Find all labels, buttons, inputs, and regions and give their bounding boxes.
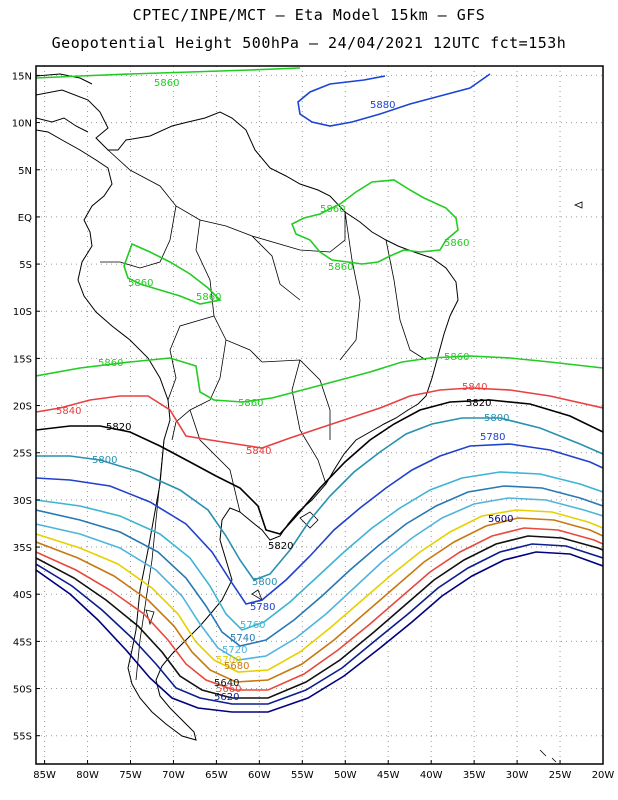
lon-tick-label: 75W: [119, 770, 142, 781]
contour-5620: [36, 543, 603, 705]
south-america-coastline: [36, 89, 459, 741]
contour-label: 5700: [216, 655, 241, 666]
contour-label: 5800: [252, 577, 277, 588]
lat-tick-label: 25S: [13, 449, 32, 460]
lon-tick-label: 30W: [506, 770, 529, 781]
contour-5780: [36, 443, 603, 605]
contour-5800: [36, 417, 603, 581]
contour-label: 5820: [268, 541, 293, 552]
lon-tick-label: 85W: [33, 770, 56, 781]
contour-layer: [36, 67, 603, 713]
contour-label: 5840: [462, 382, 487, 393]
contour-label: 5760: [240, 620, 265, 631]
contour-5840: [36, 387, 603, 449]
lon-tick-label: 50W: [334, 770, 357, 781]
contour-label: 5840: [56, 406, 81, 417]
contour-label: 5860: [444, 238, 469, 249]
contour-label: 5880: [370, 100, 395, 111]
contour-label: 5600: [488, 514, 513, 525]
longitude-tick-labels: 85W 80W 75W 70W 65W 60W 55W 50W 45W 40W 35W 30W 25W 2…: [33, 760, 614, 781]
lat-tick-label: 30S: [13, 496, 32, 507]
lat-tick-label: 5S: [19, 260, 32, 271]
contour-label: 5680: [224, 661, 249, 672]
map-title-line1: CPTEC/INPE/MCT – Eta Model 15km – GFS: [132, 6, 486, 24]
lon-tick-label: 70W: [162, 770, 185, 781]
lon-tick-label: 65W: [205, 770, 228, 781]
contour-label: 5860: [196, 292, 221, 303]
island-outlines: [145, 201, 583, 763]
lon-tick-label: 20W: [592, 770, 615, 781]
contour-label: 5860: [238, 398, 263, 409]
country-borders: [100, 149, 427, 681]
latitude-tick-labels: 15N 10N 5N EQ 5S 10S 15S 20S 25S 30S 35S 40S 45S 50S 5…: [12, 71, 40, 743]
contour-5880: [297, 73, 491, 127]
contour-5860-south: [36, 355, 603, 403]
contour-label: 5860: [154, 78, 179, 89]
lat-tick-label: 15S: [13, 354, 32, 365]
contour-5640: [36, 535, 603, 699]
lat-tick-label: 45S: [13, 637, 32, 648]
lat-tick-label: 55S: [13, 732, 32, 743]
contour-label: 5860: [328, 262, 353, 273]
lat-tick-label: 10S: [13, 307, 32, 318]
contour-label: 5820: [106, 422, 131, 433]
contour-label: 5780: [250, 602, 275, 613]
lat-tick-label: 15N: [12, 71, 32, 82]
lat-tick-label: 50S: [13, 685, 32, 696]
contour-label: 5820: [466, 398, 491, 409]
contour-label: 5860: [320, 204, 345, 215]
lon-tick-label: 45W: [377, 770, 400, 781]
lon-tick-label: 35W: [463, 770, 486, 781]
lat-tick-label: 5N: [18, 166, 32, 177]
contour-label: 5860: [98, 358, 123, 369]
contour-5660: [36, 527, 603, 691]
plot-frame: [35, 65, 604, 765]
contour-label: 5780: [480, 432, 505, 443]
contour-5740: [36, 485, 603, 647]
lat-tick-label: EQ: [18, 213, 32, 224]
contour-label: 5620: [214, 692, 239, 703]
contour-label: 5800: [92, 455, 117, 466]
lon-tick-label: 55W: [291, 770, 314, 781]
lon-tick-label: 40W: [420, 770, 443, 781]
lat-tick-label: 35S: [13, 543, 32, 554]
contour-label: 5740: [230, 633, 255, 644]
lon-tick-label: 80W: [76, 770, 99, 781]
contour-label: 5660: [216, 684, 241, 695]
map-title-line2: Geopotential Height 500hPa – 24/04/2021 …: [51, 34, 567, 52]
contour-5860-west: [123, 242, 222, 305]
lon-tick-label: 60W: [248, 770, 271, 781]
contour-5860-north: [36, 67, 301, 79]
contour-5820: [36, 399, 603, 535]
lon-tick-label: 25W: [549, 770, 572, 781]
contour-label: 5640: [214, 678, 239, 689]
contour-label: 5800: [484, 413, 509, 424]
contour-label: 5860: [128, 278, 153, 289]
contour-5720: [36, 497, 603, 661]
contour-5700: [36, 509, 603, 673]
lat-tick-label: 40S: [13, 590, 32, 601]
contour-label: 5860: [444, 352, 469, 363]
coastline-layer: [36, 73, 583, 763]
plot-area: [36, 66, 603, 764]
contour-5600: [36, 551, 603, 713]
contour-label: 5720: [222, 645, 247, 656]
contour-5760: [36, 471, 603, 631]
contour-5860-amazon: [290, 179, 459, 265]
contour-labels: 5860 5880 5860 5860 5860 5860 5860 5860 …: [56, 78, 513, 703]
lat-tick-label: 10N: [12, 119, 32, 130]
lat-tick-label: 20S: [13, 402, 32, 413]
contour-label: 5840: [246, 446, 271, 457]
contour-5680: [36, 517, 603, 683]
